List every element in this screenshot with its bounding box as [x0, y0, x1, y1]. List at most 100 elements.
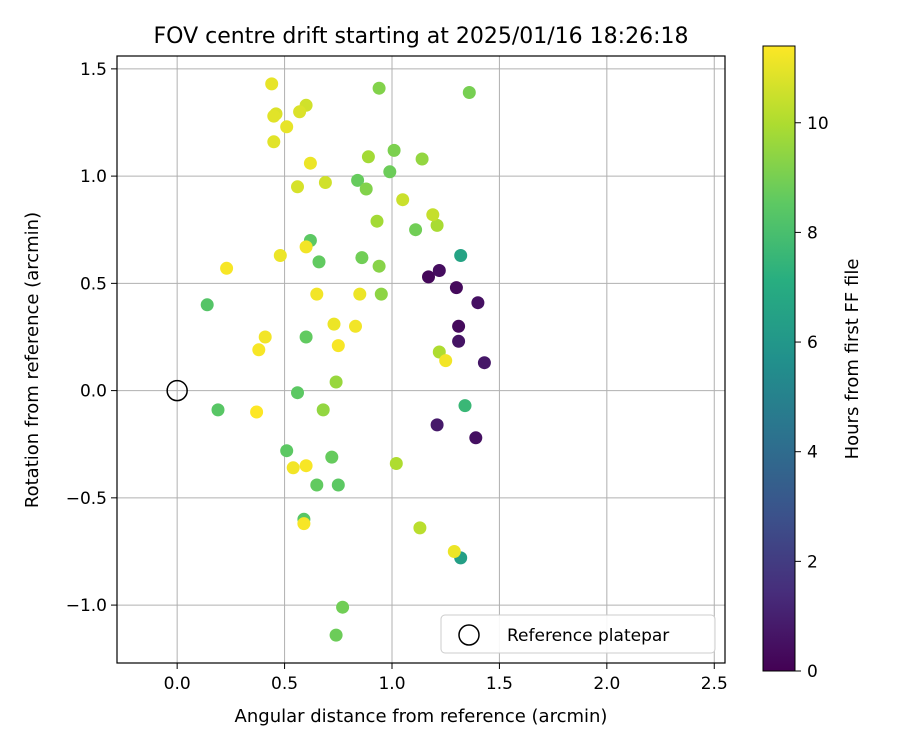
- data-point: [469, 431, 483, 445]
- colorbar-tick-label: 2: [807, 552, 818, 572]
- data-point: [258, 330, 272, 344]
- colorbar-tick-label: 10: [807, 114, 829, 134]
- data-point: [454, 249, 468, 262]
- reference-platepar-marker: [166, 379, 188, 402]
- data-point: [331, 339, 345, 353]
- data-point: [370, 214, 384, 228]
- data-point: [252, 343, 266, 357]
- data-point: [372, 259, 386, 273]
- data-point: [316, 403, 330, 417]
- data-point: [299, 240, 313, 254]
- data-point: [413, 521, 427, 535]
- data-point: [430, 418, 444, 432]
- data-point: [291, 386, 304, 400]
- data-point: [458, 399, 472, 413]
- colorbar-tick-label: 0: [807, 662, 818, 682]
- data-point: [349, 319, 362, 333]
- plot-area: [117, 56, 725, 663]
- data-point: [299, 459, 313, 473]
- chart-title: FOV centre drift starting at 2025/01/16 …: [154, 24, 689, 49]
- data-point: [329, 628, 343, 642]
- legend-label: Reference platepar: [507, 626, 669, 646]
- data-point: [220, 261, 234, 275]
- data-points: [200, 77, 491, 642]
- grid-lines: [117, 56, 725, 663]
- data-point: [426, 208, 440, 222]
- data-point: [336, 600, 350, 614]
- data-point: [293, 105, 307, 119]
- data-point: [361, 150, 375, 164]
- data-point: [312, 255, 326, 269]
- data-point: [318, 176, 332, 189]
- y-axis-label: Rotation from reference (arcmin): [22, 212, 43, 508]
- x-tick-label: 1.5: [486, 674, 513, 694]
- data-point: [329, 375, 343, 389]
- data-point: [280, 444, 294, 458]
- data-point: [389, 457, 403, 470]
- data-point: [383, 165, 397, 179]
- data-point: [250, 405, 264, 419]
- data-point: [452, 334, 466, 348]
- legend-open-circle-marker: [458, 624, 480, 646]
- colorbar-label: Hours from first FF file: [842, 259, 863, 460]
- data-point: [310, 478, 324, 492]
- data-point: [422, 270, 435, 284]
- data-point: [447, 545, 461, 558]
- data-point: [477, 356, 491, 370]
- x-tick-label: 0.0: [164, 674, 191, 694]
- data-point: [331, 478, 345, 492]
- data-point: [310, 287, 324, 301]
- colorbar: 0 2 4 6 8 10 Hours from first FF file: [762, 45, 863, 682]
- data-point: [351, 173, 365, 187]
- data-point: [355, 251, 369, 265]
- data-point: [327, 317, 341, 331]
- data-point: [267, 109, 281, 123]
- x-axis-label: Angular distance from reference (arcmin): [235, 706, 608, 727]
- y-tick-label: 1.0: [80, 167, 107, 187]
- y-tick-label: 1.5: [80, 60, 107, 80]
- data-point: [432, 264, 446, 277]
- data-point: [286, 461, 300, 475]
- colorbar-gradient: [762, 45, 796, 672]
- data-point: [396, 193, 410, 207]
- plot-frame: [116, 55, 726, 664]
- legend: Reference platepar: [440, 614, 716, 654]
- data-point: [462, 86, 476, 99]
- data-point: [200, 298, 214, 312]
- legend-box: [440, 614, 716, 654]
- data-point: [409, 223, 423, 237]
- colorbar-tick-label: 4: [807, 443, 818, 463]
- data-point: [449, 281, 463, 295]
- data-point: [430, 218, 444, 232]
- x-axis-ticks: 0.0 0.5 1.0 1.5 2.0 2.5: [164, 663, 728, 694]
- y-tick-label: 0.5: [80, 274, 107, 294]
- data-point: [372, 81, 386, 95]
- x-tick-label: 2.5: [701, 674, 728, 694]
- data-point: [439, 354, 453, 368]
- data-point: [267, 135, 281, 149]
- reference-marker-layer: [166, 379, 188, 402]
- data-point: [415, 152, 429, 166]
- y-tick-label: −0.5: [66, 489, 107, 509]
- data-point: [297, 517, 311, 531]
- colorbar-tick-label: 8: [807, 223, 818, 243]
- data-point: [303, 156, 317, 170]
- data-point: [374, 287, 388, 301]
- y-tick-label: 0.0: [80, 382, 107, 402]
- data-point: [452, 319, 466, 333]
- data-point: [280, 120, 294, 134]
- x-tick-label: 2.0: [593, 674, 620, 694]
- data-point: [299, 330, 313, 344]
- x-tick-label: 1.0: [378, 674, 405, 694]
- data-point: [265, 77, 279, 91]
- colorbar-tick-label: 6: [807, 333, 818, 353]
- x-tick-label: 0.5: [271, 674, 298, 694]
- y-axis-ticks: −1.0 −0.5 0.0 0.5 1.0 1.5: [66, 60, 117, 616]
- data-point: [211, 403, 225, 417]
- colorbar-ticks: 0 2 4 6 8 10: [795, 114, 829, 682]
- data-point: [359, 182, 373, 196]
- y-tick-label: −1.0: [66, 596, 107, 616]
- data-point: [325, 450, 339, 464]
- data-point: [273, 249, 287, 262]
